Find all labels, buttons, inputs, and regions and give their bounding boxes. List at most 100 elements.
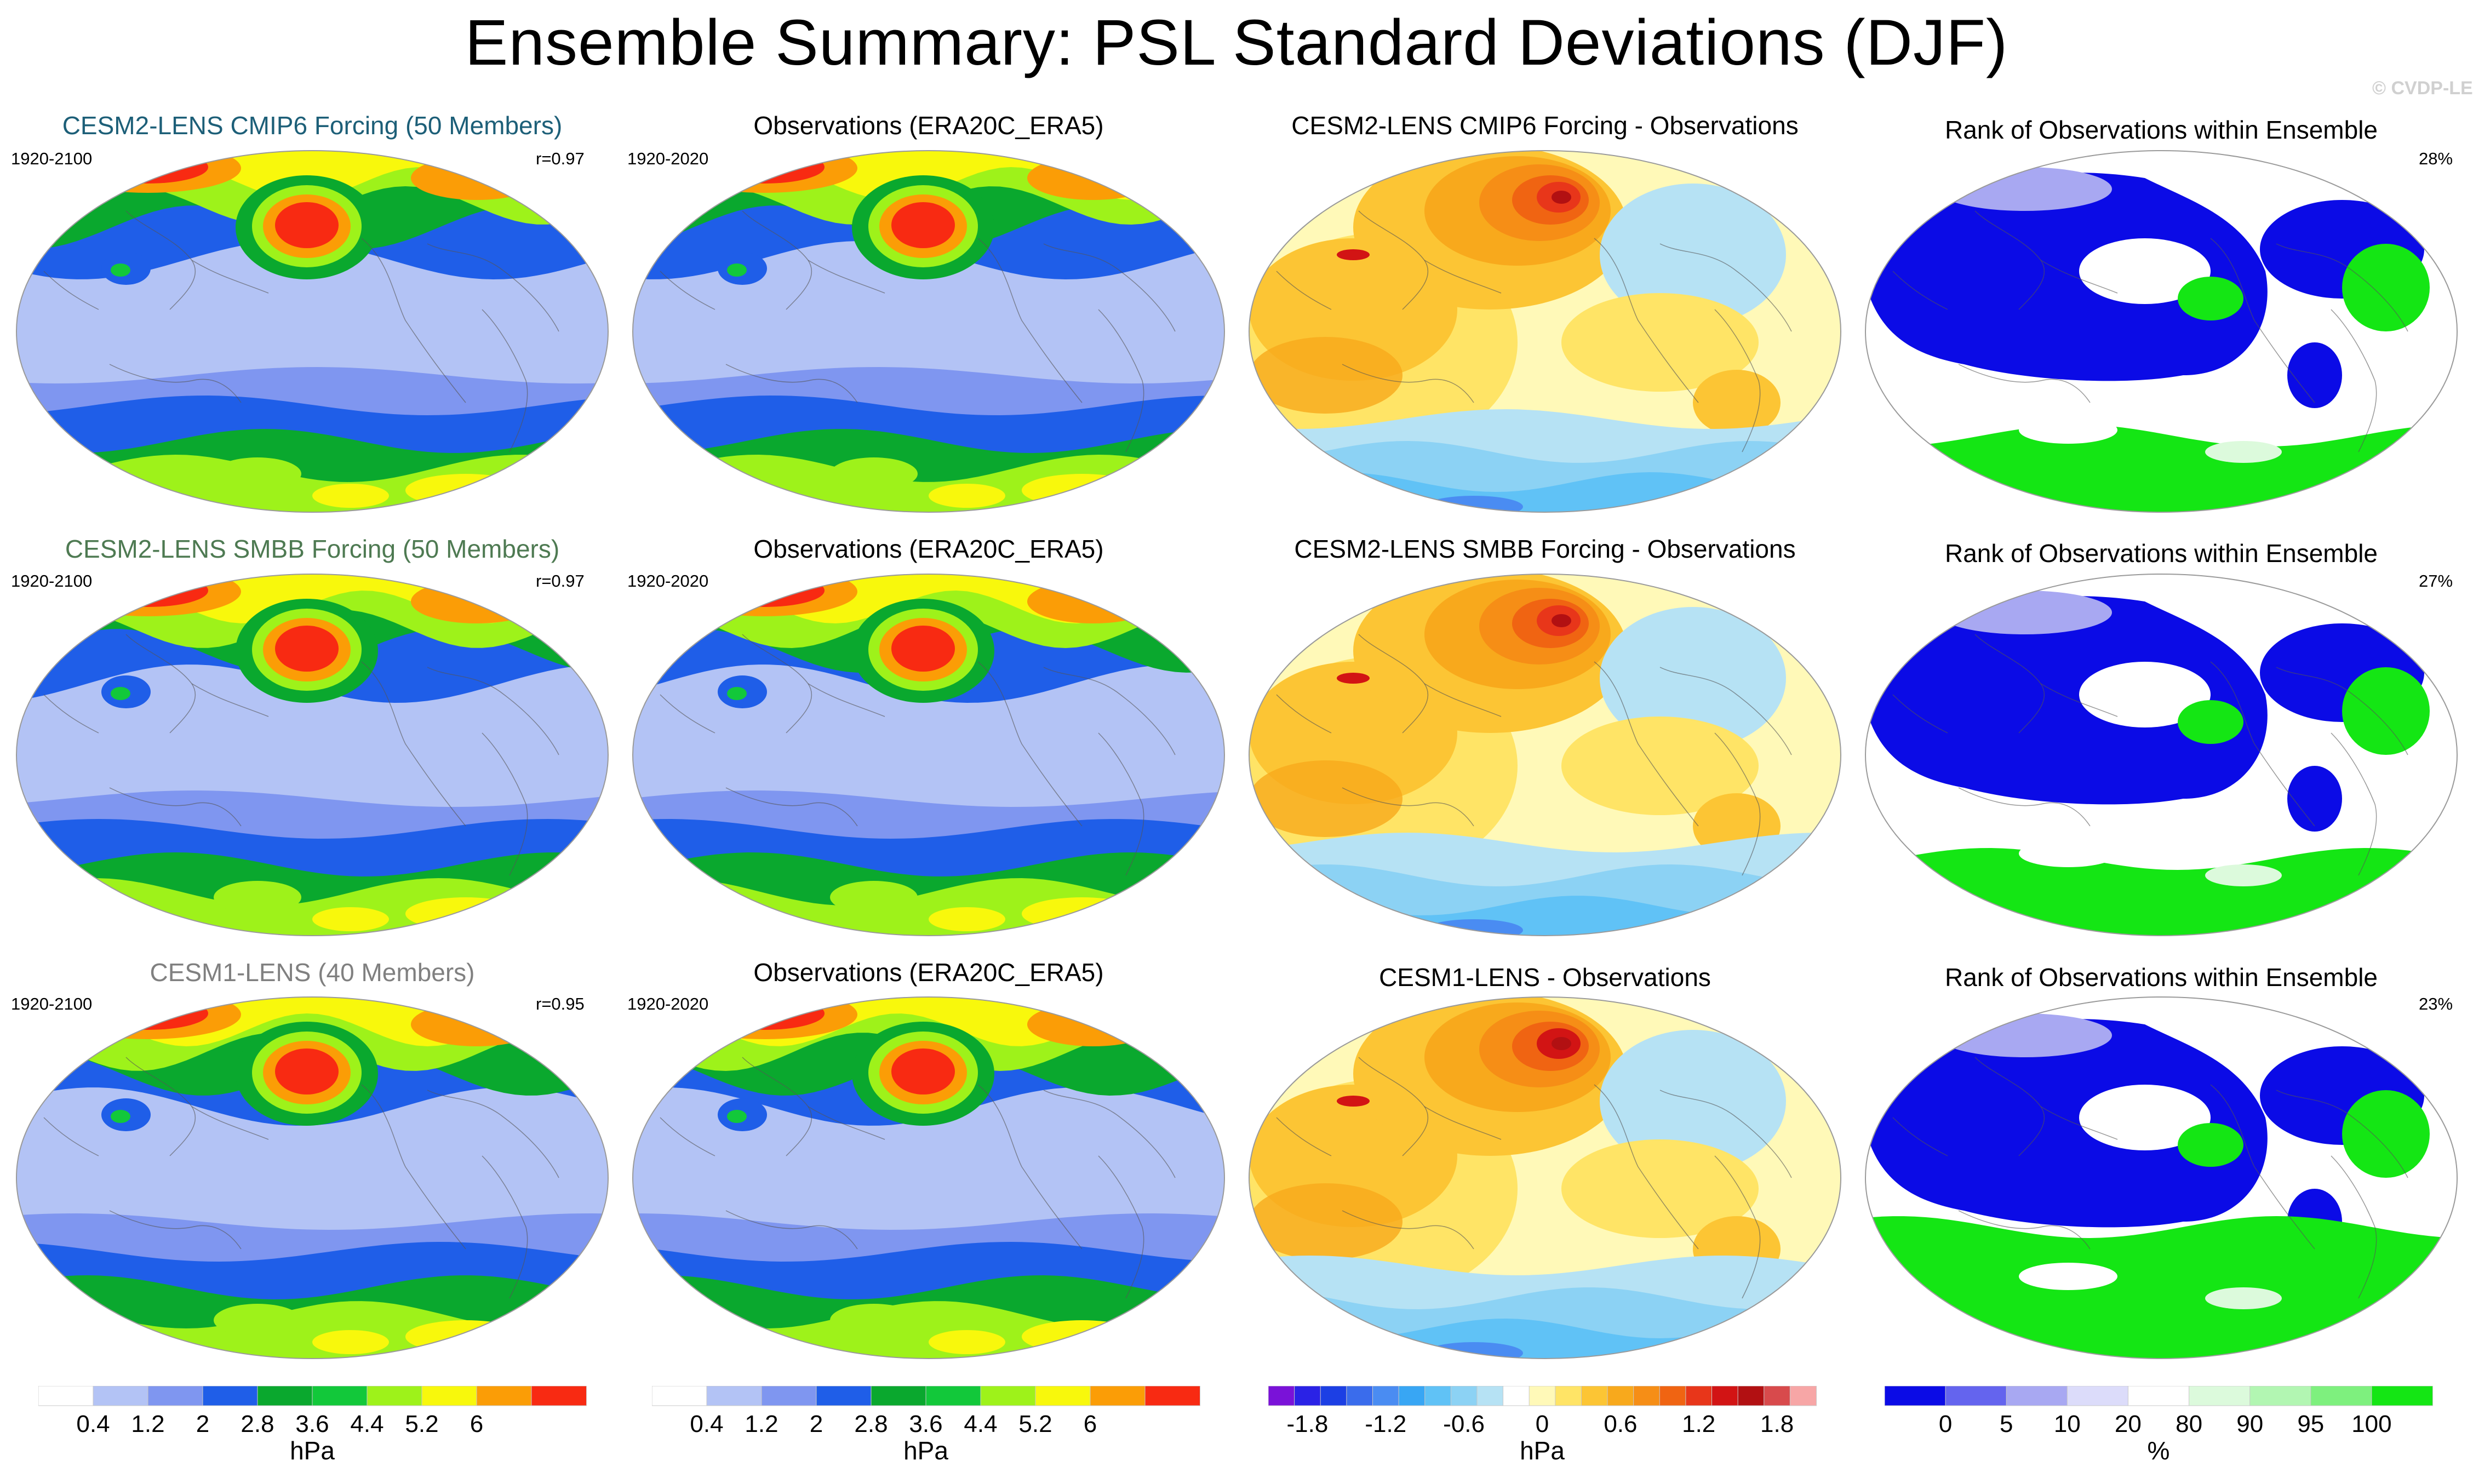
years-model-row1: 1920-2100 — [11, 149, 93, 168]
colorbar-swatch — [367, 1386, 422, 1406]
colorbar-swatch — [1555, 1386, 1582, 1406]
colorbar-tick-label: 20 — [2115, 1411, 2142, 1437]
colorbar-swatch — [1711, 1386, 1739, 1406]
colorbar-swatch — [38, 1386, 94, 1406]
colorbar-swatch — [2371, 1386, 2434, 1406]
colorbar-swatch — [925, 1386, 981, 1406]
colorbar-swatch — [1035, 1386, 1091, 1406]
rank-pct-row3: 23% — [2419, 994, 2453, 1013]
colorbar-swatch — [1503, 1386, 1530, 1406]
colorbar-tick-label: 80 — [2176, 1411, 2202, 1437]
years-model-row2: 1920-2100 — [11, 571, 93, 591]
colorbar-tick-label: 1.8 — [1760, 1411, 1794, 1437]
map-diff-row3 — [1249, 996, 1841, 1359]
colorbar-swatch — [1398, 1386, 1426, 1406]
map-model-row2 — [16, 574, 609, 936]
years-obs-row1: 1920-2020 — [627, 149, 709, 168]
map-model-row1 — [16, 150, 609, 513]
colorbar-swatch — [2310, 1386, 2372, 1406]
colorbar-tick-label: 1.2 — [131, 1411, 164, 1437]
colorbar-tick-label: -1.8 — [1286, 1411, 1328, 1437]
colorbar-tick-label: 1.2 — [1682, 1411, 1715, 1437]
colorbar-swatch — [257, 1386, 313, 1406]
panel-title-rank-row2: Rank of Observations within Ensemble — [1944, 539, 2378, 568]
map-rank-row2 — [1865, 574, 2458, 936]
map-rank-row3 — [1865, 996, 2458, 1359]
colorbar-tick-label: 4.4 — [350, 1411, 383, 1437]
map-diff-row2 — [1249, 574, 1841, 936]
colorbar-swatch — [761, 1386, 817, 1406]
colorbar-swatch — [2249, 1386, 2311, 1406]
colorbar-swatch — [1885, 1386, 1947, 1406]
colorbar-tick-label: 5 — [2000, 1411, 2013, 1437]
colorbar-std-model: 0.4 1.2 2 2.8 3.6 4.4 5.2 6 hPa — [38, 1386, 587, 1465]
colorbar-tick-label: 0 — [1536, 1411, 1549, 1437]
colorbar-tick-label: 95 — [2297, 1411, 2324, 1437]
rank-pct-row2: 27% — [2419, 571, 2453, 591]
colorbar-swatch — [312, 1386, 368, 1406]
map-obs-row3 — [632, 996, 1225, 1359]
corr-model-row3: r=0.95 — [536, 994, 585, 1013]
colorbar-tick-label: 0.6 — [1604, 1411, 1637, 1437]
years-model-row3: 1920-2100 — [11, 994, 93, 1013]
colorbar-unit-label: hPa — [290, 1436, 335, 1465]
colorbar-tick-label: -1.2 — [1365, 1411, 1406, 1437]
colorbar-swatch — [1294, 1386, 1321, 1406]
colorbar-swatch — [421, 1386, 477, 1406]
colorbar-swatch — [1450, 1386, 1478, 1406]
colorbar-swatch — [1268, 1386, 1295, 1406]
colorbar-swatch — [1764, 1386, 1791, 1406]
colorbar-tick-label: 2 — [196, 1411, 209, 1437]
colorbar-tick-label: 90 — [2236, 1411, 2263, 1437]
colorbar-tick-label: 6 — [470, 1411, 483, 1437]
colorbar-tick-label: -0.6 — [1443, 1411, 1485, 1437]
map-rank-row1 — [1865, 150, 2458, 513]
colorbar-tick-label: 5.2 — [1018, 1411, 1052, 1437]
colorbar-swatch — [1144, 1386, 1200, 1406]
panel-title-obs-row1: Observations (ERA20C_ERA5) — [753, 111, 1104, 140]
panel-title-obs-row3: Observations (ERA20C_ERA5) — [753, 958, 1104, 987]
colorbar-swatch — [2066, 1386, 2129, 1406]
colorbar-tick-label: 5.2 — [405, 1411, 438, 1437]
colorbar-swatch — [1529, 1386, 1556, 1406]
colorbar-tick-label: 3.6 — [295, 1411, 329, 1437]
colorbar-swatch — [980, 1386, 1036, 1406]
colorbar-swatch — [652, 1386, 707, 1406]
panel-title-diff-row2: CESM2-LENS SMBB Forcing - Observations — [1294, 535, 1796, 563]
colorbar-swatch — [1346, 1386, 1373, 1406]
panel-title-model-row1: CESM2-LENS CMIP6 Forcing (50 Members) — [62, 111, 563, 140]
colorbar-swatch — [476, 1386, 532, 1406]
colorbar-swatch — [1320, 1386, 1347, 1406]
corr-model-row1: r=0.97 — [536, 149, 585, 168]
panel-title-rank-row3: Rank of Observations within Ensemble — [1944, 963, 2378, 992]
colorbar-swatch — [1476, 1386, 1504, 1406]
colorbar-tick-label: 100 — [2351, 1411, 2391, 1437]
panel-title-model-row2: CESM2-LENS SMBB Forcing (50 Members) — [65, 535, 560, 563]
colorbar-swatch — [1789, 1386, 1817, 1406]
colorbar-swatch — [816, 1386, 872, 1406]
colorbar-tick-label: 2.8 — [854, 1411, 888, 1437]
colorbar-tick-label: 0.4 — [690, 1411, 723, 1437]
colorbar-swatch — [1737, 1386, 1765, 1406]
colorbar-swatch — [2189, 1386, 2251, 1406]
colorbar-diff: -1.8 -1.2 -0.6 0 0.6 1.2 1.8 hPa — [1268, 1386, 1817, 1465]
map-obs-row2 — [632, 574, 1225, 936]
colorbar-tick-label: 2.8 — [241, 1411, 274, 1437]
colorbar-tick-label: 10 — [2054, 1411, 2081, 1437]
panel-title-model-row3: CESM1-LENS (40 Members) — [150, 958, 475, 987]
colorbar-swatch — [1372, 1386, 1400, 1406]
colorbar-swatch — [147, 1386, 203, 1406]
colorbar-swatch — [1090, 1386, 1146, 1406]
map-model-row3 — [16, 996, 609, 1359]
panel-title-rank-row1: Rank of Observations within Ensemble — [1944, 116, 2378, 144]
colorbar-swatch — [1424, 1386, 1452, 1406]
colorbar-unit-label: % — [2148, 1436, 2170, 1465]
years-obs-row2: 1920-2020 — [627, 571, 709, 591]
map-diff-row1 — [1249, 150, 1841, 513]
colorbar-swatch — [1633, 1386, 1661, 1406]
colorbar-tick-label: 1.2 — [745, 1411, 778, 1437]
colorbar-unit-label: hPa — [903, 1436, 948, 1465]
figure-title: Ensemble Summary: PSL Standard Deviation… — [465, 7, 2008, 79]
colorbar-std-obs: 0.4 1.2 2 2.8 3.6 4.4 5.2 6 hPa — [652, 1386, 1200, 1465]
colorbar-tick-label: 6 — [1084, 1411, 1097, 1437]
